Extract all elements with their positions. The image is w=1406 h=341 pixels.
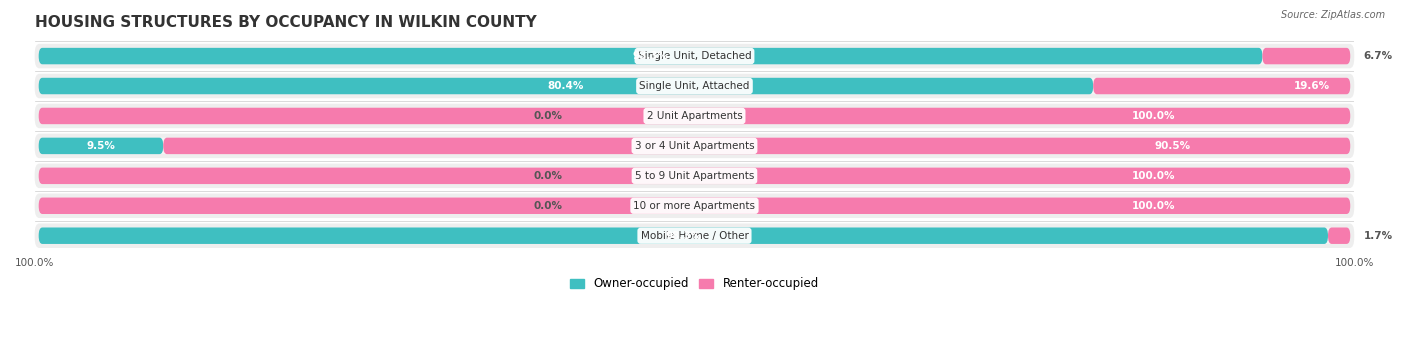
FancyBboxPatch shape (35, 164, 1354, 188)
FancyBboxPatch shape (38, 167, 1350, 184)
Text: 90.5%: 90.5% (1154, 141, 1191, 151)
Text: 5 to 9 Unit Apartments: 5 to 9 Unit Apartments (634, 171, 754, 181)
FancyBboxPatch shape (38, 108, 1350, 124)
FancyBboxPatch shape (163, 138, 1350, 154)
FancyBboxPatch shape (35, 193, 1354, 218)
Text: Mobile Home / Other: Mobile Home / Other (641, 231, 748, 241)
FancyBboxPatch shape (38, 48, 1263, 64)
Text: 3 or 4 Unit Apartments: 3 or 4 Unit Apartments (634, 141, 754, 151)
FancyBboxPatch shape (38, 197, 1350, 214)
FancyBboxPatch shape (38, 108, 1350, 124)
Text: Single Unit, Detached: Single Unit, Detached (638, 51, 751, 61)
Text: 100.0%: 100.0% (1132, 171, 1175, 181)
Text: 100.0%: 100.0% (1132, 111, 1175, 121)
FancyBboxPatch shape (38, 138, 1350, 154)
FancyBboxPatch shape (35, 223, 1354, 248)
FancyBboxPatch shape (38, 48, 1350, 64)
Legend: Owner-occupied, Renter-occupied: Owner-occupied, Renter-occupied (565, 273, 824, 295)
Text: 100.0%: 100.0% (1132, 201, 1175, 211)
Text: 93.3%: 93.3% (633, 51, 669, 61)
FancyBboxPatch shape (35, 134, 1354, 158)
FancyBboxPatch shape (38, 78, 1350, 94)
Text: Source: ZipAtlas.com: Source: ZipAtlas.com (1281, 10, 1385, 20)
Text: 0.0%: 0.0% (533, 111, 562, 121)
FancyBboxPatch shape (1329, 227, 1350, 244)
FancyBboxPatch shape (38, 138, 163, 154)
Text: 9.5%: 9.5% (87, 141, 115, 151)
FancyBboxPatch shape (38, 78, 1094, 94)
Text: Single Unit, Attached: Single Unit, Attached (640, 81, 749, 91)
Text: 80.4%: 80.4% (548, 81, 583, 91)
Text: 6.7%: 6.7% (1364, 51, 1392, 61)
FancyBboxPatch shape (38, 227, 1350, 244)
FancyBboxPatch shape (35, 74, 1354, 98)
Text: 98.3%: 98.3% (665, 231, 702, 241)
FancyBboxPatch shape (38, 227, 1329, 244)
FancyBboxPatch shape (38, 167, 1350, 184)
Text: HOUSING STRUCTURES BY OCCUPANCY IN WILKIN COUNTY: HOUSING STRUCTURES BY OCCUPANCY IN WILKI… (35, 15, 537, 30)
Text: 2 Unit Apartments: 2 Unit Apartments (647, 111, 742, 121)
Text: 19.6%: 19.6% (1294, 81, 1330, 91)
FancyBboxPatch shape (35, 104, 1354, 128)
Text: 0.0%: 0.0% (533, 171, 562, 181)
FancyBboxPatch shape (1263, 48, 1350, 64)
FancyBboxPatch shape (1094, 78, 1350, 94)
Text: 0.0%: 0.0% (533, 201, 562, 211)
FancyBboxPatch shape (35, 44, 1354, 68)
Text: 1.7%: 1.7% (1364, 231, 1392, 241)
Text: 10 or more Apartments: 10 or more Apartments (634, 201, 755, 211)
FancyBboxPatch shape (38, 197, 1350, 214)
